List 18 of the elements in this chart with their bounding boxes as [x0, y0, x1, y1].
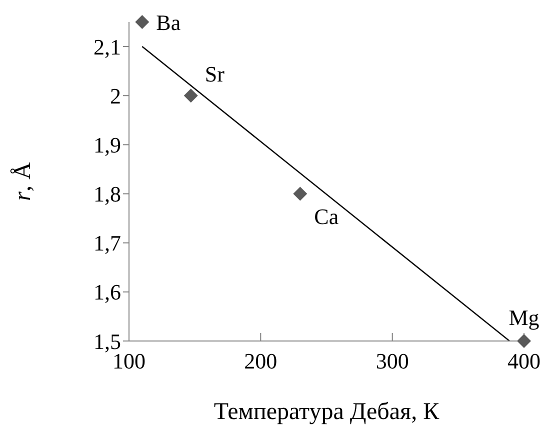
y-tick-label: 1,8 — [94, 182, 121, 207]
x-tick-label: 300 — [376, 348, 409, 374]
point — [293, 186, 308, 201]
y-tick-label: 1,7 — [94, 230, 121, 256]
y-tick-label: 2 — [110, 83, 121, 108]
y-axis-title: r, Å — [10, 162, 36, 201]
x-axis-title: Температура Дебая, К — [214, 399, 440, 425]
annotation: Ca — [314, 204, 339, 229]
annotation: Mg — [508, 305, 540, 330]
point — [184, 88, 198, 103]
y-tick-label: 1,9 — [94, 132, 121, 158]
x-tick-label: 200 — [244, 348, 278, 374]
annotation: Sr — [204, 62, 226, 87]
annotation: Ba — [156, 10, 181, 35]
y-tick-label: 1,6 — [94, 280, 121, 305]
x-tick-label: 400 — [508, 348, 540, 374]
point — [135, 15, 150, 29]
y-tick-label: 2,1 — [94, 34, 121, 60]
